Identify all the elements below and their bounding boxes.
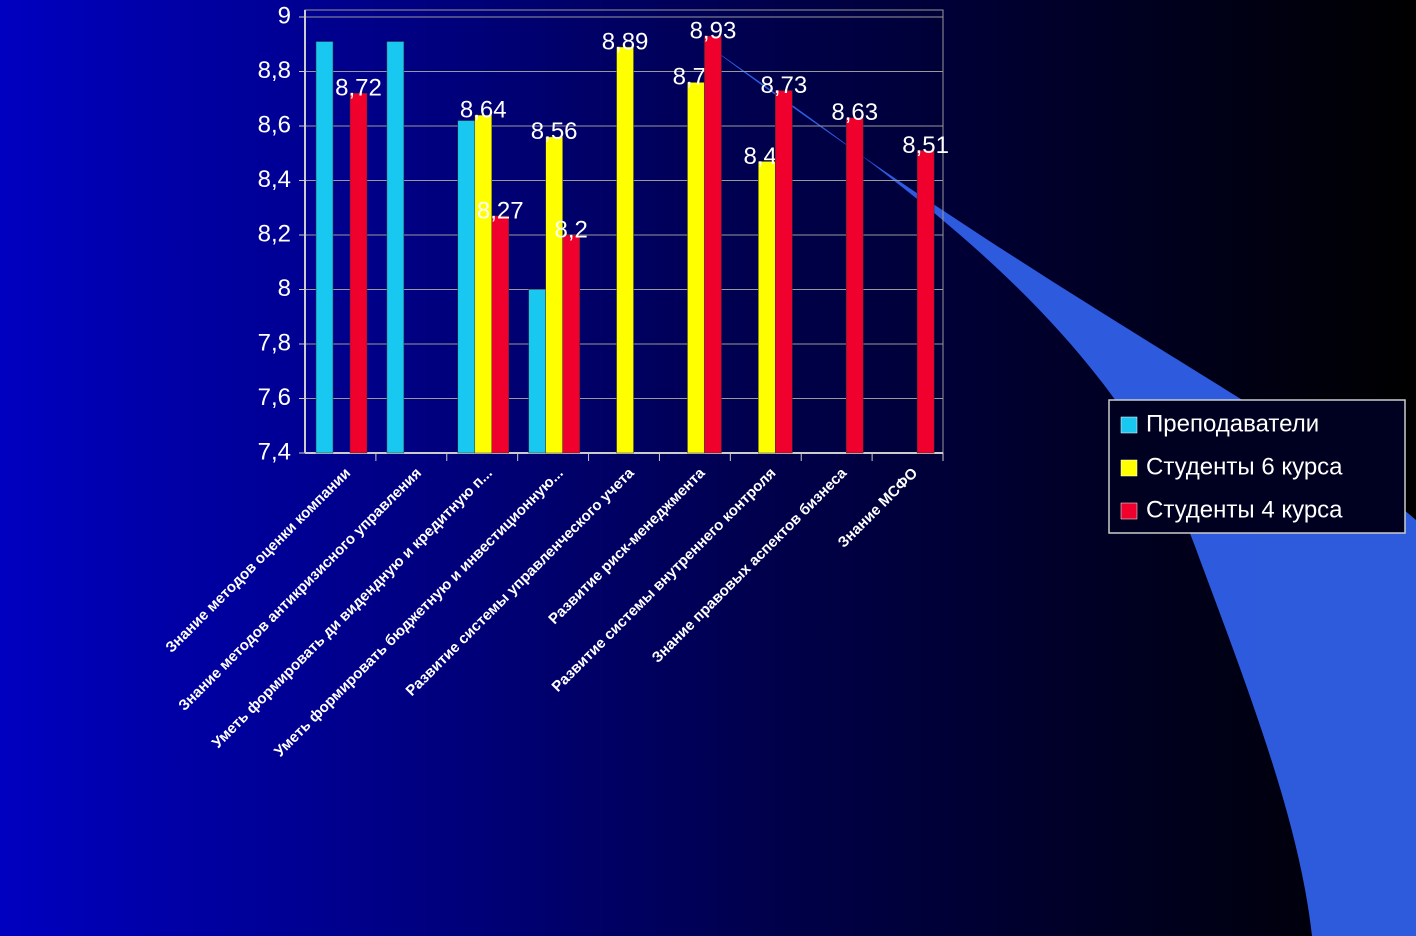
y-tick-label: 7,6	[258, 384, 291, 411]
bar	[474, 114, 493, 454]
y-tick-label: 8,2	[258, 220, 291, 247]
y-tick-label: 8	[278, 275, 291, 302]
bar	[687, 82, 705, 454]
y-tick-label: 7,8	[258, 329, 291, 356]
value-label: 8,56	[531, 118, 578, 145]
y-tick-label: 8,4	[258, 166, 291, 193]
legend-box	[1108, 399, 1406, 534]
legend: Преподаватели Студенты 6 курса Студенты 4 …	[1108, 399, 1406, 534]
value-label: 8,89	[602, 28, 649, 55]
bar	[545, 136, 563, 454]
legend-swatch	[1120, 502, 1138, 520]
legend-label: Студенты 4 курса	[1146, 496, 1343, 523]
y-tick-label: 8,6	[258, 111, 291, 138]
bar	[315, 41, 334, 454]
value-label: 8,72	[335, 75, 382, 102]
bar	[775, 90, 793, 454]
value-label: 8,73	[760, 72, 807, 99]
y-tick-label: 8,8	[258, 57, 291, 84]
value-label: 8,63	[831, 99, 878, 126]
value-label: 8,27	[477, 197, 524, 224]
legend-label: Преподаватели	[1146, 410, 1319, 437]
bar	[845, 117, 864, 454]
bar	[528, 289, 546, 454]
bar	[562, 234, 580, 454]
value-label: 8,64	[460, 96, 507, 123]
legend-swatch	[1120, 459, 1138, 477]
bar	[704, 35, 722, 454]
bar	[916, 150, 935, 454]
bar	[457, 120, 476, 454]
value-label: 8,51	[902, 132, 949, 159]
legend-swatch	[1120, 416, 1138, 434]
value-label: 8,93	[690, 17, 737, 44]
value-label: 8,2	[554, 216, 587, 243]
bar	[491, 215, 510, 454]
y-tick-label: 7,4	[258, 438, 291, 465]
y-tick-label: 9	[278, 2, 291, 29]
legend-label: Студенты 6 курса	[1146, 453, 1343, 480]
bar	[758, 161, 776, 454]
bar	[349, 93, 368, 454]
bar	[616, 46, 634, 454]
bar	[386, 41, 405, 454]
